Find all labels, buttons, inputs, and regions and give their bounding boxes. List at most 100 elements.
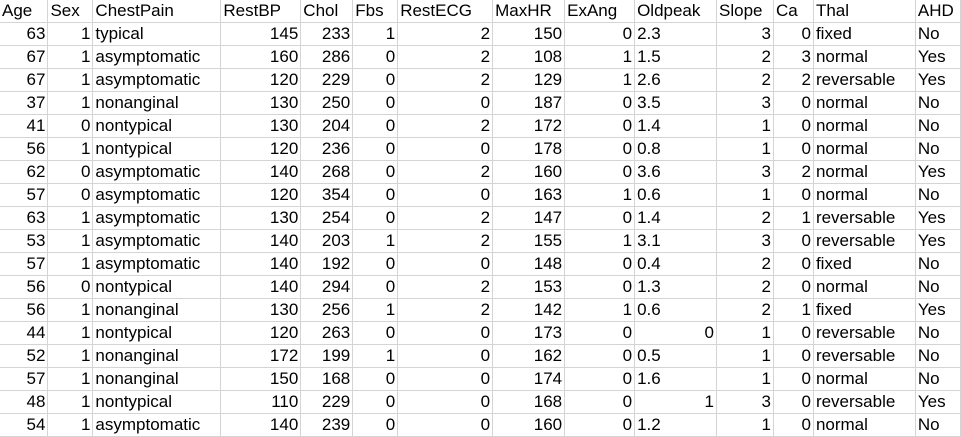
- table-cell[interactable]: 2: [397, 160, 494, 184]
- table-cell[interactable]: 1.6: [634, 367, 718, 391]
- table-cell[interactable]: 120: [220, 137, 302, 161]
- table-cell[interactable]: 268: [300, 160, 354, 184]
- table-cell[interactable]: 0: [564, 22, 636, 46]
- table-cell[interactable]: 120: [220, 183, 302, 207]
- table-cell[interactable]: 1: [352, 22, 399, 46]
- table-cell[interactable]: 0: [773, 114, 814, 138]
- table-cell[interactable]: 2: [397, 22, 494, 46]
- table-cell[interactable]: normal: [813, 183, 916, 207]
- table-cell[interactable]: reversable: [813, 229, 916, 253]
- table-cell[interactable]: 130: [220, 91, 302, 115]
- table-cell[interactable]: 254: [300, 206, 354, 230]
- table-cell[interactable]: 0: [47, 275, 94, 299]
- table-cell[interactable]: 239: [300, 413, 354, 437]
- column-header-cell[interactable]: RestBP: [220, 0, 302, 23]
- table-cell[interactable]: 145: [220, 22, 302, 46]
- table-cell[interactable]: 160: [492, 160, 566, 184]
- table-cell[interactable]: 0.6: [634, 298, 718, 322]
- table-cell[interactable]: 0: [773, 275, 814, 299]
- column-header-cell[interactable]: Ca: [773, 0, 814, 23]
- table-cell[interactable]: 3.6: [634, 160, 718, 184]
- table-cell[interactable]: 57: [0, 252, 49, 276]
- column-header-cell[interactable]: RestECG: [397, 0, 494, 23]
- table-cell[interactable]: 0: [564, 344, 636, 368]
- table-cell[interactable]: 67: [0, 45, 49, 69]
- table-cell[interactable]: 1: [47, 91, 94, 115]
- table-cell[interactable]: typical: [92, 22, 222, 46]
- table-cell[interactable]: No: [915, 413, 961, 437]
- table-cell[interactable]: 140: [220, 229, 302, 253]
- table-cell[interactable]: fixed: [813, 22, 916, 46]
- table-cell[interactable]: 37: [0, 91, 49, 115]
- table-cell[interactable]: 1: [352, 298, 399, 322]
- table-cell[interactable]: 294: [300, 275, 354, 299]
- table-cell[interactable]: 0: [397, 183, 494, 207]
- table-cell[interactable]: 1: [564, 298, 636, 322]
- table-cell[interactable]: Yes: [915, 298, 961, 322]
- table-cell[interactable]: 130: [220, 114, 302, 138]
- table-cell[interactable]: 172: [492, 114, 566, 138]
- table-cell[interactable]: Yes: [915, 206, 961, 230]
- table-cell[interactable]: 108: [492, 45, 566, 69]
- table-cell[interactable]: 53: [0, 229, 49, 253]
- table-cell[interactable]: fixed: [813, 252, 916, 276]
- table-cell[interactable]: 1: [564, 183, 636, 207]
- column-header-cell[interactable]: Sex: [47, 0, 94, 23]
- table-cell[interactable]: 0.4: [634, 252, 718, 276]
- table-cell[interactable]: 1: [47, 413, 94, 437]
- table-cell[interactable]: 0: [773, 22, 814, 46]
- table-cell[interactable]: 354: [300, 183, 354, 207]
- table-cell[interactable]: 1: [47, 68, 94, 92]
- table-cell[interactable]: 199: [300, 344, 354, 368]
- table-cell[interactable]: 0: [773, 183, 814, 207]
- table-cell[interactable]: 0: [47, 183, 94, 207]
- table-cell[interactable]: 203: [300, 229, 354, 253]
- table-cell[interactable]: 1: [564, 229, 636, 253]
- table-cell[interactable]: 0: [773, 229, 814, 253]
- table-cell[interactable]: Yes: [915, 45, 961, 69]
- table-cell[interactable]: 0: [47, 160, 94, 184]
- table-cell[interactable]: 1: [716, 367, 774, 391]
- table-cell[interactable]: 236: [300, 137, 354, 161]
- column-header-cell[interactable]: ChestPain: [92, 0, 222, 23]
- table-cell[interactable]: No: [915, 91, 961, 115]
- table-cell[interactable]: 162: [492, 344, 566, 368]
- table-cell[interactable]: nonanginal: [92, 367, 222, 391]
- column-header-cell[interactable]: Oldpeak: [634, 0, 718, 23]
- table-cell[interactable]: normal: [813, 137, 916, 161]
- table-cell[interactable]: 0: [564, 252, 636, 276]
- table-cell[interactable]: 1: [773, 206, 814, 230]
- table-cell[interactable]: 140: [220, 160, 302, 184]
- table-cell[interactable]: 2: [397, 206, 494, 230]
- column-header-cell[interactable]: Age: [0, 0, 49, 23]
- table-cell[interactable]: 0: [352, 160, 399, 184]
- table-cell[interactable]: 1: [47, 206, 94, 230]
- table-cell[interactable]: 2: [716, 252, 774, 276]
- table-cell[interactable]: 0: [564, 413, 636, 437]
- table-cell[interactable]: 0: [397, 344, 494, 368]
- table-cell[interactable]: nontypical: [92, 321, 222, 345]
- table-cell[interactable]: 1: [47, 252, 94, 276]
- table-cell[interactable]: 2: [773, 68, 814, 92]
- table-cell[interactable]: 155: [492, 229, 566, 253]
- table-cell[interactable]: No: [915, 344, 961, 368]
- table-cell[interactable]: 0: [47, 114, 94, 138]
- table-cell[interactable]: 160: [492, 413, 566, 437]
- table-cell[interactable]: normal: [813, 413, 916, 437]
- table-cell[interactable]: 0: [352, 91, 399, 115]
- table-cell[interactable]: 1: [47, 298, 94, 322]
- table-cell[interactable]: 41: [0, 114, 49, 138]
- table-cell[interactable]: No: [915, 275, 961, 299]
- table-cell[interactable]: 3: [716, 390, 774, 414]
- table-cell[interactable]: 142: [492, 298, 566, 322]
- table-cell[interactable]: 2: [773, 160, 814, 184]
- table-cell[interactable]: asymptomatic: [92, 206, 222, 230]
- table-cell[interactable]: 2.3: [634, 22, 718, 46]
- table-cell[interactable]: 3: [773, 45, 814, 69]
- table-cell[interactable]: 54: [0, 413, 49, 437]
- table-cell[interactable]: 2: [716, 298, 774, 322]
- table-cell[interactable]: nontypical: [92, 390, 222, 414]
- table-cell[interactable]: asymptomatic: [92, 68, 222, 92]
- table-cell[interactable]: 0: [352, 275, 399, 299]
- table-cell[interactable]: 2: [397, 298, 494, 322]
